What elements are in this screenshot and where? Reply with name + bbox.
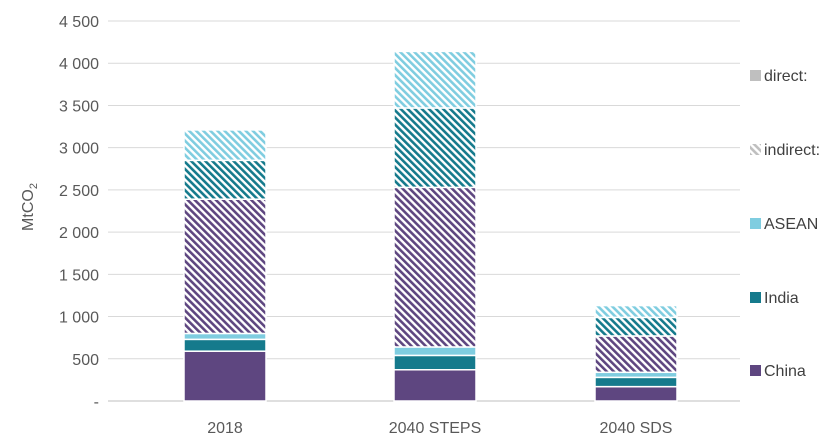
y-tick-label: 2 500 xyxy=(59,183,99,200)
bar-indirect-china xyxy=(594,335,678,374)
y-tick-label: 2 000 xyxy=(59,225,99,242)
bar-indirect-china xyxy=(393,186,477,348)
bar-direct-asean xyxy=(183,332,267,341)
legend-item: indirect: xyxy=(750,142,820,159)
y-tick-label: 3 500 xyxy=(59,98,99,115)
bars xyxy=(183,50,678,402)
legend-item: India xyxy=(750,290,799,307)
bar-indirect-india xyxy=(183,159,267,200)
y-tick-label: 1 000 xyxy=(59,310,99,327)
legend-label: direct: xyxy=(764,68,808,85)
legend-swatch xyxy=(750,365,761,376)
legend-swatch xyxy=(750,292,761,303)
bar-indirect-asean xyxy=(393,50,477,109)
legend-swatch xyxy=(750,70,761,81)
legend-swatch xyxy=(750,144,761,155)
bar-indirect-asean xyxy=(183,129,267,162)
bar-direct-china xyxy=(393,369,477,402)
bar-direct-india xyxy=(393,354,477,371)
x-tick-label: 2040 STEPS xyxy=(389,420,482,437)
bar-direct-china xyxy=(183,350,267,402)
bar-direct-asean xyxy=(393,346,477,357)
legend-label: India xyxy=(764,290,799,307)
bar-direct-china xyxy=(594,385,678,402)
y-tick-label: 500 xyxy=(72,352,99,369)
x-tick-label: 2018 xyxy=(207,420,243,437)
bar-direct-india xyxy=(183,338,267,352)
bar-direct-asean xyxy=(594,371,678,379)
legend-item: China xyxy=(750,363,806,380)
legend-label: China xyxy=(764,363,806,380)
y-tick-label: - xyxy=(94,394,99,411)
y-axis: - 500 1 000 1 500 2 000 2 500 3 000 3 500 4 000 4… xyxy=(59,14,99,411)
bar-indirect-india xyxy=(594,316,678,337)
y-tick-label: 4 500 xyxy=(59,14,99,31)
bar-direct-india xyxy=(594,376,678,388)
y-tick-label: 1 500 xyxy=(59,267,99,284)
legend: direct: indirect: ASEAN India China xyxy=(750,68,820,380)
legend-label: indirect: xyxy=(764,142,820,159)
legend-label: ASEAN xyxy=(764,216,818,233)
legend-item: ASEAN xyxy=(750,216,818,233)
bar-indirect-asean xyxy=(594,304,678,319)
x-axis: 2018 2040 STEPS 2040 SDS xyxy=(207,420,672,437)
bar-indirect-india xyxy=(393,107,477,189)
legend-item: direct: xyxy=(750,68,808,85)
y-tick-label: 3 000 xyxy=(59,141,99,158)
y-axis-title: MtCO2 xyxy=(20,183,40,231)
x-tick-label: 2040 SDS xyxy=(600,420,673,437)
y-tick-label: 4 000 xyxy=(59,56,99,73)
bar-indirect-china xyxy=(183,198,267,335)
legend-swatch xyxy=(750,218,761,229)
